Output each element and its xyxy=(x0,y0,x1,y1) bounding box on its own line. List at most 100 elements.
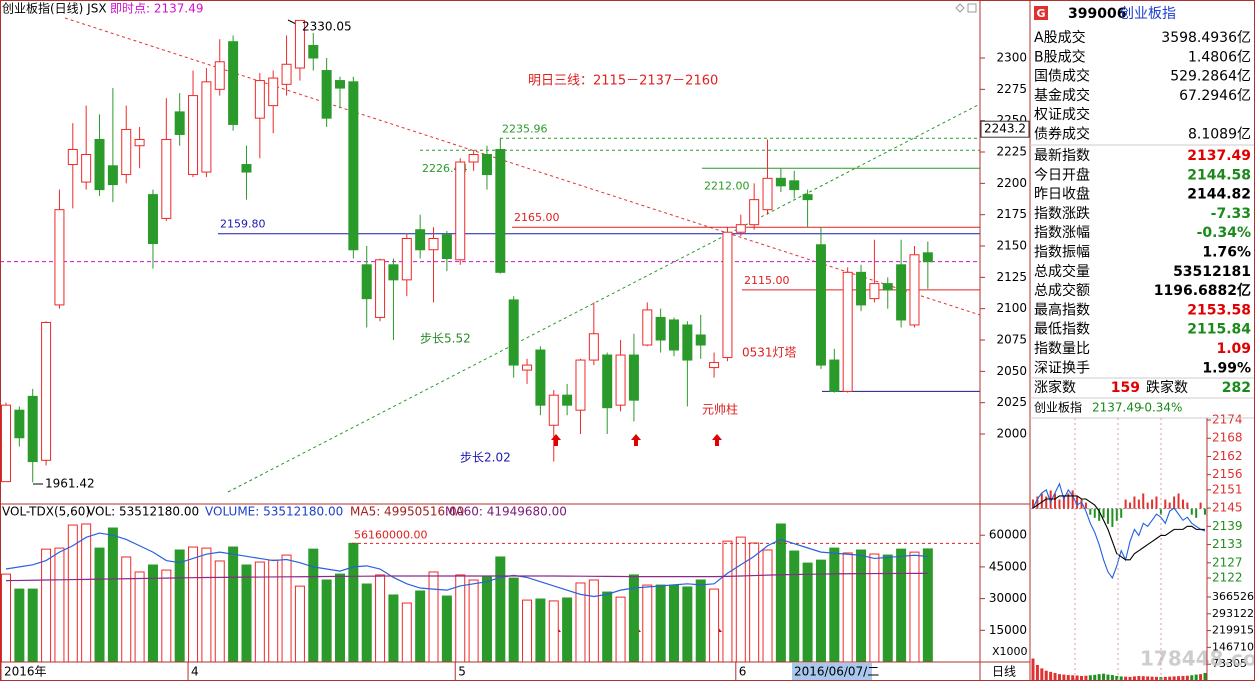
quote-value: 1.99% xyxy=(1202,360,1251,376)
y-tick-label: 2125 xyxy=(996,270,1027,284)
realtime-price: 即时点: 2137.49 xyxy=(110,2,203,16)
y-tick-label: 2025 xyxy=(996,395,1027,409)
breadth-bar xyxy=(1062,496,1065,509)
quote-value: 529.2864亿 xyxy=(1170,69,1251,85)
candle-body xyxy=(615,354,626,406)
candle-body xyxy=(1,404,11,483)
candle-body xyxy=(188,95,199,176)
breadth-bar xyxy=(1045,496,1048,509)
cursor-price: 2243.2 xyxy=(984,122,1026,136)
volume-header: MA5: 49950516.00 xyxy=(350,505,464,519)
candle-body xyxy=(468,154,479,163)
candle-body xyxy=(642,309,653,346)
breadth-bar xyxy=(1093,508,1096,518)
candle-body xyxy=(174,111,185,135)
intraday-volume-bar xyxy=(1093,674,1097,681)
intraday-volume-bar xyxy=(1062,674,1066,681)
volume-bar xyxy=(562,597,573,663)
stock-name: 创业板指 xyxy=(1120,6,1176,22)
y-tick-label: 2050 xyxy=(996,364,1027,378)
intraday-volume-bar xyxy=(1035,664,1039,681)
breadth-bar xyxy=(1168,502,1171,509)
volume-bar xyxy=(815,559,826,663)
intraday-volume-bar xyxy=(1163,676,1167,681)
volume-bar xyxy=(735,536,746,663)
volume-bar xyxy=(548,600,559,663)
breadth-bar xyxy=(1129,502,1132,509)
volume-bar xyxy=(602,591,613,663)
intraday-volume-bar xyxy=(1088,675,1092,681)
candle-body xyxy=(842,271,853,392)
annotation: 元帅柱 xyxy=(702,402,738,417)
intraday-volume-bar xyxy=(1168,676,1172,681)
candle-body xyxy=(388,264,399,281)
candle-body xyxy=(802,194,813,201)
candle-body xyxy=(348,81,359,251)
quote-value: 1.76% xyxy=(1202,245,1251,261)
quote-value: 8.1089亿 xyxy=(1188,127,1251,143)
volume-bar xyxy=(789,550,800,663)
volume-bar xyxy=(829,547,840,663)
badge: G xyxy=(1036,7,1045,20)
breadth-bar xyxy=(1137,499,1140,509)
candle-body xyxy=(695,334,706,346)
x-tick-label: 5 xyxy=(458,665,466,679)
quote-value: 2115.84 xyxy=(1187,322,1251,338)
cursor-date-box xyxy=(792,663,872,680)
breadth-bar xyxy=(1159,508,1162,515)
volume-bar xyxy=(401,602,412,663)
intraday-volume-bar xyxy=(1031,658,1035,681)
candle-body xyxy=(308,44,319,59)
breadth-down: 282 xyxy=(1222,380,1251,396)
y-tick-label: 2000 xyxy=(996,427,1027,441)
volume-bar xyxy=(27,588,38,663)
volume-bar xyxy=(722,540,733,663)
volume-header: VOLUME: 53512180.00 xyxy=(205,505,343,519)
resistance-trend-line xyxy=(64,17,981,316)
y-tick-label: 30000 xyxy=(989,591,1027,605)
intraday-volume-bar xyxy=(1115,675,1119,681)
volume-bar xyxy=(682,586,693,663)
intraday-volume-bar xyxy=(1075,675,1079,681)
candle-body xyxy=(508,299,519,366)
intraday-volume-bar xyxy=(1102,673,1106,681)
annotation: 0531灯塔 xyxy=(742,346,797,360)
candle-body xyxy=(67,148,78,166)
stock-code: 399006 xyxy=(1068,6,1126,22)
intraday-volume-bar xyxy=(1044,670,1048,681)
period-label[interactable]: 日线 xyxy=(992,665,1016,679)
quote-label: 总成交额 xyxy=(1034,282,1090,299)
candle-body xyxy=(455,161,466,261)
breadth-bar xyxy=(1076,496,1079,509)
volume-bar xyxy=(588,579,599,663)
icon-square[interactable] xyxy=(967,3,977,13)
quote-label: 总成交量 xyxy=(1034,263,1090,280)
volume-bar xyxy=(415,590,426,663)
y2-tick-label: 366526 xyxy=(1212,590,1254,603)
volume-bar xyxy=(321,579,332,663)
y-tick-label: 2127 xyxy=(1212,555,1243,569)
breadth-bar xyxy=(1032,499,1034,509)
signal-arrow xyxy=(631,434,641,446)
level-label: 2159.80 xyxy=(220,218,266,231)
candle-body xyxy=(428,237,439,251)
volume-bar xyxy=(709,588,720,663)
intraday-volume-bar xyxy=(1084,675,1088,681)
volume-bar xyxy=(535,598,546,663)
candle-body xyxy=(602,354,613,409)
volume-bar xyxy=(348,542,359,663)
breadth-bar xyxy=(1173,496,1176,509)
y-tick-label: 2225 xyxy=(996,145,1027,159)
quote-value: 1.09 xyxy=(1216,341,1251,357)
candle-body xyxy=(495,148,506,273)
candle-body xyxy=(789,180,800,191)
candle-body xyxy=(361,264,372,300)
quote-label: 基金成交 xyxy=(1034,87,1090,104)
intraday-volume-bar xyxy=(1154,676,1158,681)
intraday-volume-bar xyxy=(1106,674,1110,681)
y-tick-label: 2174 xyxy=(1212,413,1243,427)
icon-diamond[interactable] xyxy=(955,3,965,13)
candle-body xyxy=(214,61,225,90)
candle-body xyxy=(201,81,212,173)
intraday-volume-bar xyxy=(1049,671,1053,681)
